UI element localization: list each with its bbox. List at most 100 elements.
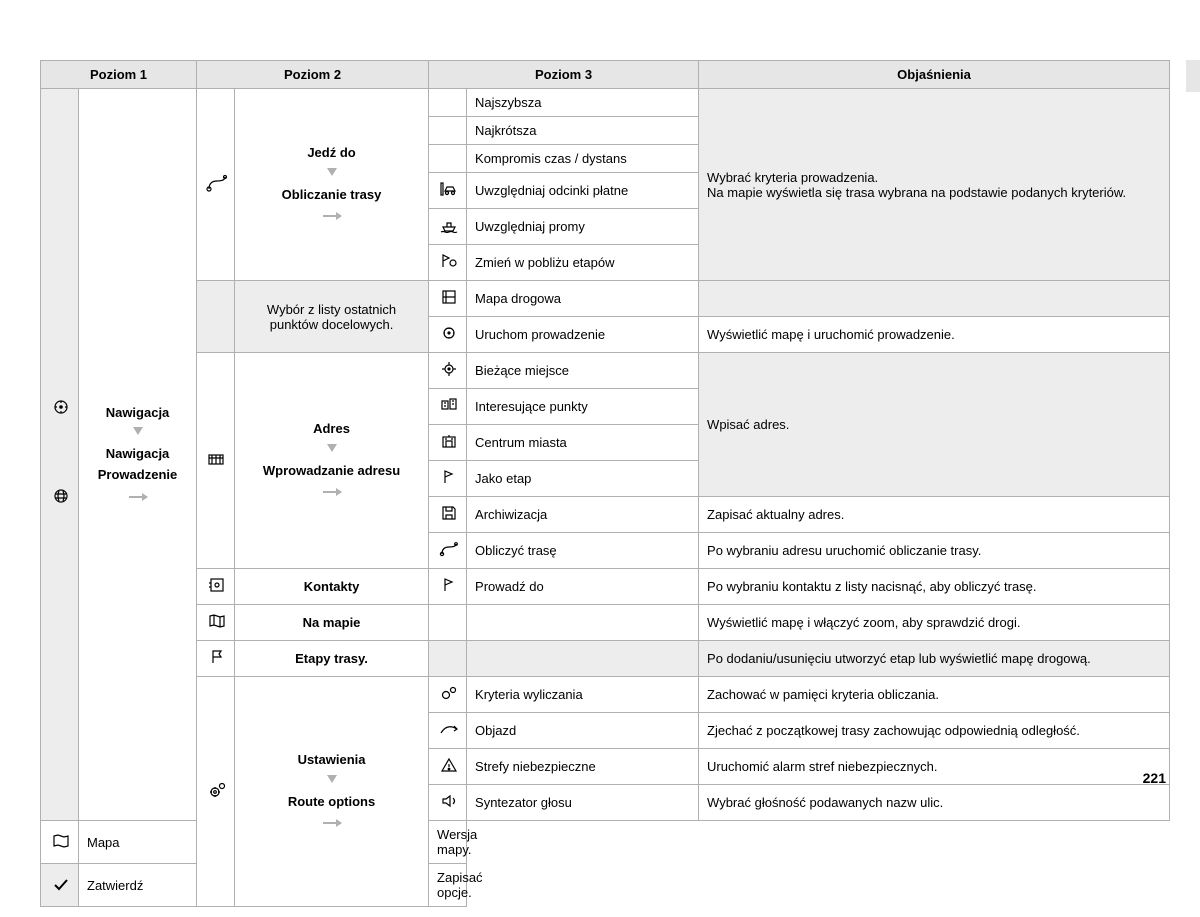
- table-row: Na mapie Wyświetlić mapę i włączyć zoom,…: [41, 605, 1170, 641]
- recent-dest-label: Wybór z listy ostatnich punktów docelowy…: [235, 281, 429, 353]
- stages-exp: Po dodaniu/usunięciu utworzyć etap lub w…: [699, 641, 1170, 677]
- onmap-label: Na mapie: [235, 605, 429, 641]
- compromise-label: Kompromis czas / dystans: [467, 145, 699, 173]
- calcroute-label: Obliczyć trasę: [467, 533, 699, 569]
- confirm-label: Zatwierdź: [79, 864, 197, 907]
- table-row: Wybór z listy ostatnich punktów docelowy…: [41, 281, 1170, 317]
- mapver-label: Mapa: [79, 821, 197, 864]
- address-cell: Adres Wprowadzanie adresu: [235, 353, 429, 569]
- settings-cell: Ustawienia Route options: [235, 677, 429, 907]
- empty-exp-cell: [699, 281, 1170, 317]
- empty-cell: [467, 641, 699, 677]
- address-icon-cell: [197, 353, 235, 569]
- confirm-exp: Zapisać opcje.: [429, 864, 467, 907]
- level1-icon-cell: [41, 89, 79, 821]
- danger-exp: Uruchomić alarm stref niebezpiecznych.: [699, 749, 1170, 785]
- empty-icon-cell: [429, 145, 467, 173]
- ferry-icon-cell: [429, 209, 467, 245]
- flag-icon: [437, 575, 461, 595]
- table-row: Nawigacja Nawigacja Prowadzenie Jedź do …: [41, 89, 1170, 117]
- shortest-label: Najkrótsza: [467, 117, 699, 145]
- route-small-icon: [437, 539, 461, 559]
- stages-label: Etapy trasy.: [235, 641, 429, 677]
- empty-icon-cell: [429, 117, 467, 145]
- header-row: Poziom 1 Poziom 2 Poziom 3 Objaśnienia: [41, 61, 1170, 89]
- compass-small-icon: [437, 323, 461, 343]
- flag-outline-icon: [205, 647, 229, 667]
- globe-map-icon: [49, 486, 73, 506]
- calc-route-label: Obliczanie trasy: [282, 187, 382, 202]
- side-tab-stub: [1186, 60, 1200, 92]
- tolls-icon-cell: [429, 173, 467, 209]
- toll-car-icon: [437, 179, 461, 199]
- empty-cell: [467, 605, 699, 641]
- nearby-label: Zmień w pobliżu etapów: [467, 245, 699, 281]
- detour-label: Objazd: [467, 713, 699, 749]
- currentloc-label: Bieżące miejsce: [467, 353, 699, 389]
- speaker-icon: [437, 791, 461, 811]
- table-row: Adres Wprowadzanie adresu Bieżące miejsc…: [41, 353, 1170, 389]
- calccriteria-exp: Zachować w pamięci kryteria obliczania.: [699, 677, 1170, 713]
- warning-triangle-icon: [437, 755, 461, 775]
- header-level2: Poziom 2: [197, 61, 429, 89]
- calccriteria-label: Kryteria wyliczania: [467, 677, 699, 713]
- empty-icon-cell: [429, 641, 467, 677]
- contacts-label: Kontakty: [235, 569, 429, 605]
- startguide-icon-cell: [429, 317, 467, 353]
- poi-icon: [437, 395, 461, 415]
- save-addr-exp: Zapisać aktualny adres.: [699, 497, 1170, 533]
- calccriteria-icon-cell: [429, 677, 467, 713]
- voice-label: Syntezator głosu: [467, 785, 699, 821]
- calcroute-icon-cell: [429, 533, 467, 569]
- enter-addr-exp: Wpisać adres.: [699, 353, 1170, 497]
- arrow-right-icon: [323, 215, 341, 217]
- detour-exp: Zjechać z początkowej trasy zachowując o…: [699, 713, 1170, 749]
- map-grid-icon: [205, 611, 229, 631]
- contacts-exp: Po wybraniu kontaktu z listy nacisnąć, a…: [699, 569, 1170, 605]
- confirm-icon-cell: [41, 864, 79, 907]
- guideto-label: Prowadź do: [467, 569, 699, 605]
- criteria-explanation: Wybrać kryteria prowadzenia. Na mapie wy…: [699, 89, 1170, 281]
- startguide-exp: Wyświetlić mapę i uruchomić prowadzenie.: [699, 317, 1170, 353]
- nearby-icon-cell: [429, 245, 467, 281]
- flag-small-icon: [437, 467, 461, 487]
- empty-icon-cell: [197, 281, 235, 353]
- target-icon: [437, 359, 461, 379]
- header-level1: Poziom 1: [41, 61, 197, 89]
- empty-icon-cell: [429, 605, 467, 641]
- save-disk-icon: [437, 503, 461, 523]
- poi-label: Interesujące punkty: [467, 389, 699, 425]
- stage-icon-cell: [429, 461, 467, 497]
- roadmap-icon-cell: [429, 281, 467, 317]
- mapver-exp: Wersja mapy.: [429, 821, 467, 864]
- nav-label: Nawigacja: [106, 446, 170, 461]
- detour-icon: [437, 719, 461, 739]
- nav-label: Nawigacja: [106, 405, 170, 420]
- level2-goto-cell: Jedź do Obliczanie trasy: [235, 89, 429, 281]
- citycenter-icon-cell: [429, 425, 467, 461]
- arrow-down-icon: [133, 427, 143, 435]
- map-fold-icon: [49, 831, 73, 851]
- table-row: Kontakty Prowadź do Po wybraniu kontaktu…: [41, 569, 1170, 605]
- goto-label: Jedź do: [307, 145, 355, 160]
- settings-icon-cell: [197, 677, 235, 907]
- route-options-label: Route options: [288, 794, 375, 809]
- page-container: Poziom 1 Poziom 2 Poziom 3 Objaśnienia N…: [0, 0, 1200, 917]
- danger-icon-cell: [429, 749, 467, 785]
- asstage-label: Jako etap: [467, 461, 699, 497]
- table-row: Ustawienia Route options Kryteria wylicz…: [41, 677, 1170, 713]
- ferry-icon: [437, 215, 461, 235]
- page-number: 221: [1143, 770, 1166, 786]
- tolls-label: Uwzględniaj odcinki płatne: [467, 173, 699, 209]
- address-book-icon: [205, 575, 229, 595]
- header-explanations: Objaśnienia: [699, 61, 1170, 89]
- startguide-label: Uruchom prowadzenie: [467, 317, 699, 353]
- gear-icon: [205, 780, 229, 800]
- contacts-icon-cell: [197, 569, 235, 605]
- calc-after-addr-exp: Po wybraniu adresu uruchomić obliczanie …: [699, 533, 1170, 569]
- level1-label-cell: Nawigacja Nawigacja Prowadzenie: [79, 89, 197, 821]
- enter-address-label: Wprowadzanie adresu: [263, 463, 400, 478]
- arrow-down-icon: [327, 444, 337, 452]
- ferries-label: Uwzględniaj promy: [467, 209, 699, 245]
- address-label: Adres: [313, 421, 350, 436]
